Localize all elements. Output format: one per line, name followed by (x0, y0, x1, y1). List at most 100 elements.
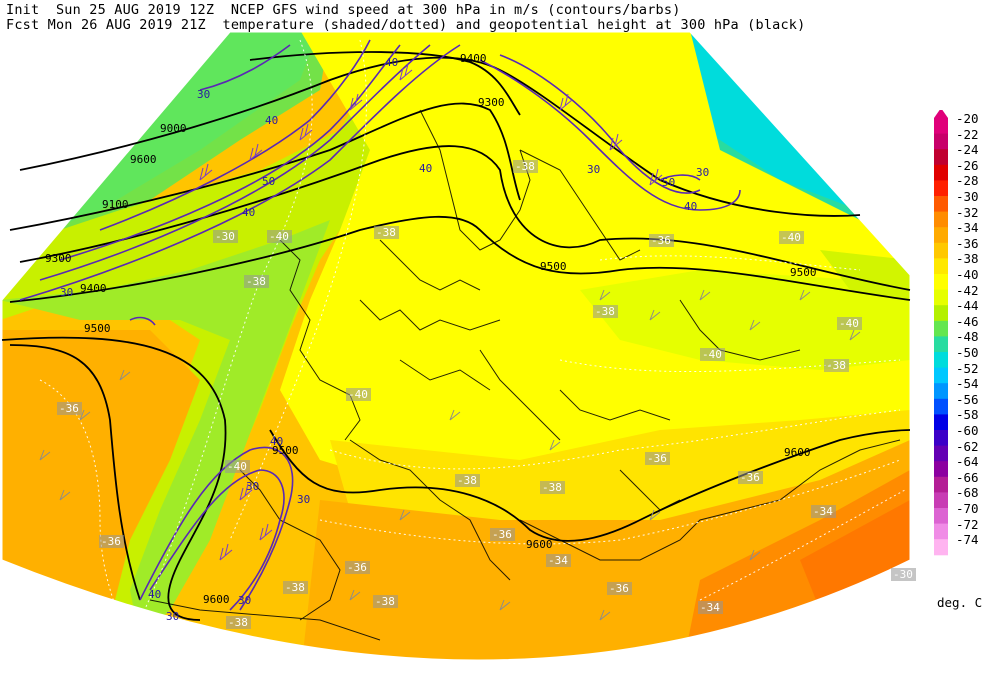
header-forecast-line: Fcst Mon 26 AUG 2019 21Z temperature (sh… (6, 17, 806, 33)
temperature-label: -38 (513, 160, 538, 173)
height-label: 9500 (790, 266, 817, 279)
svg-text:-36: -36 (651, 234, 671, 247)
svg-text:-36: -36 (492, 528, 512, 541)
svg-text:9500: 9500 (790, 266, 817, 279)
legend-swatch (934, 367, 948, 384)
svg-text:9500: 9500 (272, 444, 299, 457)
svg-text:30: 30 (587, 163, 600, 176)
height-label: 9400 (460, 52, 487, 65)
legend-colorbar (934, 110, 948, 556)
svg-text:9600: 9600 (784, 446, 811, 459)
temperature-label: -30 (213, 230, 238, 243)
svg-text:-36: -36 (101, 535, 121, 548)
legend-swatch (934, 118, 948, 135)
temperature-label: -36 (57, 402, 82, 415)
legend-swatch (934, 133, 948, 150)
wind-speed-label: 30 (238, 594, 251, 607)
legend-swatch (934, 289, 948, 306)
legend-swatch (934, 398, 948, 415)
temperature-label: -36 (649, 234, 674, 247)
height-contours (1, 51, 911, 621)
legend-level-label: -26 (956, 157, 979, 173)
legend-level-label: -54 (956, 376, 979, 392)
svg-text:9600: 9600 (526, 538, 553, 551)
temperature-label: -40 (779, 231, 804, 244)
svg-text:-38: -38 (375, 595, 395, 608)
legend-level-label: -50 (956, 345, 979, 360)
height-label: 9400 (80, 282, 107, 295)
legend-swatch (934, 476, 948, 493)
legend-level-label: -40 (956, 267, 979, 282)
legend-swatch (934, 383, 948, 400)
isotherms (39, 39, 906, 641)
legend-level-label: -44 (956, 298, 979, 314)
temperature-label: -36 (738, 471, 763, 484)
temperature-label: -40 (346, 388, 371, 401)
svg-text:-30: -30 (893, 568, 913, 581)
legend-swatch (934, 336, 948, 353)
wind-speed-label: 50 (262, 175, 275, 188)
temperature-label: -38 (824, 359, 849, 372)
svg-text:30: 30 (696, 166, 709, 179)
temperature-label: -34 (811, 505, 836, 518)
wind-speed-label: 40 (419, 162, 432, 175)
legend-level-label: -64 (956, 454, 979, 470)
svg-text:9500: 9500 (84, 322, 111, 335)
legend-swatch (934, 211, 948, 228)
svg-text:30: 30 (297, 493, 310, 506)
svg-text:-34: -34 (813, 505, 833, 518)
svg-text:-36: -36 (347, 561, 367, 574)
legend-swatch (934, 430, 948, 447)
wind-speed-label: 40 (684, 200, 697, 213)
legend-level-label: -72 (956, 516, 979, 532)
temperature-label: -30 (891, 568, 916, 581)
temperature-label: -38 (455, 474, 480, 487)
svg-text:40: 40 (270, 435, 283, 448)
temperature-label: -36 (607, 582, 632, 595)
legend-level-label: -22 (956, 126, 979, 142)
wind-speed-label: 30 (587, 163, 600, 176)
svg-text:-38: -38 (515, 160, 535, 173)
svg-text:50: 50 (662, 176, 675, 189)
svg-text:-40: -40 (781, 231, 801, 244)
wind-speed-label: 30 (60, 286, 73, 299)
temperature-label: -36 (345, 561, 370, 574)
wind-speed-label: 40 (242, 206, 255, 219)
temperature-label: -38 (226, 616, 251, 629)
height-label: 9600 (203, 593, 230, 606)
legend-swatch (934, 414, 948, 431)
svg-text:9300: 9300 (45, 252, 72, 265)
wind-speed-label: 40 (265, 114, 278, 127)
wind-speed-label: 40 (270, 435, 283, 448)
legend-level-label: -38 (956, 251, 979, 267)
legend-swatch (934, 352, 948, 369)
svg-text:9300: 9300 (478, 96, 505, 109)
temperature-label: -40 (837, 317, 862, 330)
height-label: 9600 (526, 538, 553, 551)
svg-text:9400: 9400 (80, 282, 107, 295)
svg-text:-40: -40 (702, 348, 722, 361)
legend-swatch (934, 523, 948, 540)
temperature-label: -40 (700, 348, 725, 361)
legend-level-label: -68 (956, 485, 979, 501)
legend-level-label: -52 (956, 360, 979, 376)
legend-level-label: -48 (956, 329, 979, 345)
svg-text:-38: -38 (246, 275, 266, 288)
svg-text:50: 50 (262, 175, 275, 188)
height-label: 9500 (84, 322, 111, 335)
svg-text:-34: -34 (700, 601, 720, 614)
temperature-label: -38 (540, 481, 565, 494)
svg-text:-38: -38 (457, 474, 477, 487)
svg-text:-30: -30 (215, 230, 235, 243)
height-label: 9500 (540, 260, 567, 273)
svg-text:-38: -38 (542, 481, 562, 494)
color-legend: -20 -22 -24 -26 -28 -30 -32 -34 -36 -38 -40 -42 -44-… (928, 110, 1000, 570)
legend-level-label: -24 (956, 142, 979, 158)
temperature-label: -38 (244, 275, 269, 288)
legend-swatch (934, 227, 948, 244)
legend-level-label: -20 (956, 111, 979, 126)
svg-text:-38: -38 (595, 305, 615, 318)
legend-swatch (934, 149, 948, 166)
